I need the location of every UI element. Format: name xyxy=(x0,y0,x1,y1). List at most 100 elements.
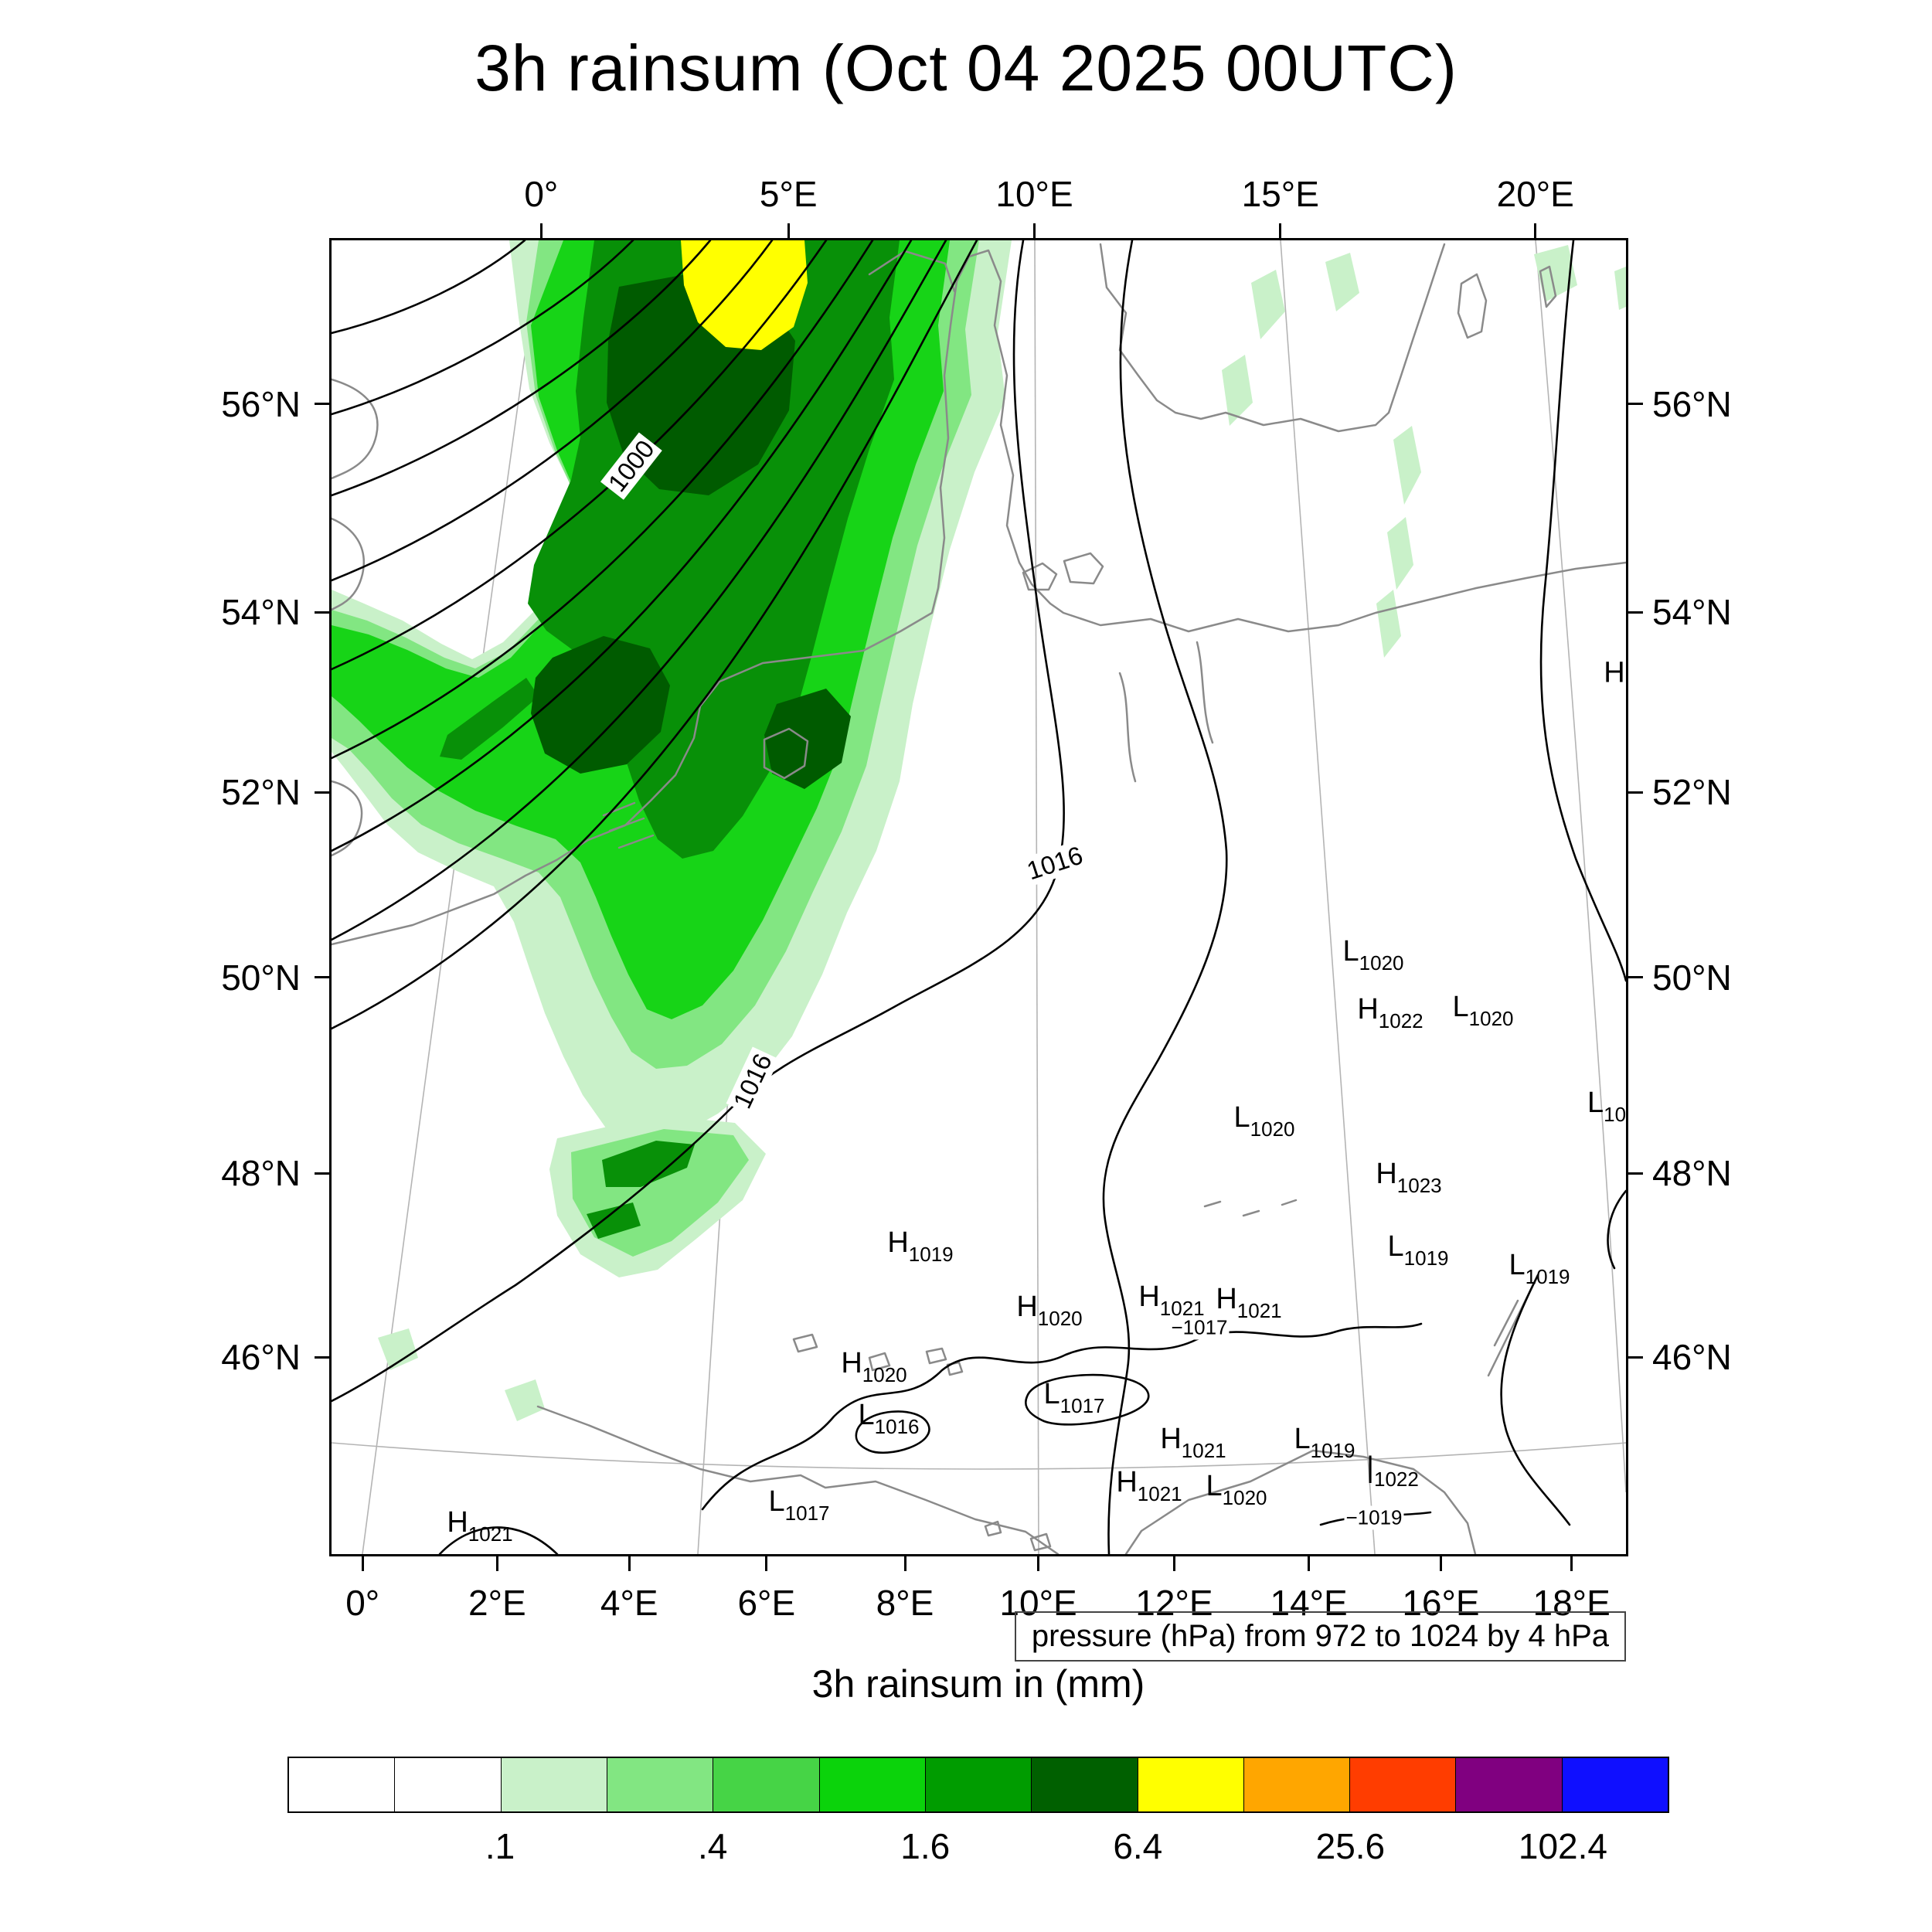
axis-label-bottom: 6°E xyxy=(737,1583,796,1623)
axis-tick-top xyxy=(1534,223,1537,240)
axis-label-left: 56°N xyxy=(221,383,301,424)
axis-tick-left xyxy=(315,976,332,979)
axis-label-right: 52°N xyxy=(1652,772,1732,812)
axis-tick-top xyxy=(787,223,790,240)
pressure-center-value: 1020 xyxy=(1468,1007,1514,1030)
pressure-center-value: 1020 xyxy=(1222,1486,1267,1509)
axis-tick-left xyxy=(315,1355,332,1359)
weather-map-svg xyxy=(332,240,1626,1554)
axis-tick-bottom xyxy=(628,1554,631,1571)
colorbar-cell xyxy=(1243,1758,1350,1811)
pressure-center-value: 1017 xyxy=(784,1502,830,1525)
colorbar-cell xyxy=(1031,1758,1138,1811)
axis-label-top: 0° xyxy=(524,174,559,214)
axis-tick-bottom xyxy=(1172,1554,1175,1571)
isobar-label: −1019 xyxy=(1344,1505,1404,1530)
rain-shading-layer xyxy=(332,240,1626,1421)
pressure-center-letter: H xyxy=(841,1347,862,1379)
axis-tick-bottom xyxy=(361,1554,364,1571)
colorbar-cell xyxy=(818,1758,925,1811)
colorbar-cell xyxy=(1137,1758,1243,1811)
pressure-center-value: 1022 xyxy=(1374,1468,1419,1491)
pressure-center-label: H1022 xyxy=(1357,993,1423,1033)
axis-label-bottom: 18°E xyxy=(1532,1583,1611,1623)
axis-label-bottom: 2°E xyxy=(468,1583,526,1623)
axis-label-bottom: 16°E xyxy=(1402,1583,1480,1623)
pressure-center-label: H1020 xyxy=(1016,1291,1082,1331)
pressure-center-label: H1021 xyxy=(447,1506,512,1546)
axis-tick-top xyxy=(1033,223,1036,240)
axis-label-right: 50°N xyxy=(1652,957,1732,998)
isobar-label: 1016 xyxy=(726,1046,780,1116)
pressure-center-label: H1021 xyxy=(1116,1466,1182,1506)
pressure-center-label: L1019 xyxy=(1388,1230,1449,1270)
pressure-center-value: 1021 xyxy=(1236,1299,1282,1322)
pressure-center-label: H xyxy=(1604,657,1624,690)
pressure-center-value: 1020 xyxy=(1037,1307,1083,1330)
pressure-center-value: 1023 xyxy=(1396,1174,1442,1197)
axis-label-top: 5°E xyxy=(759,174,818,214)
axis-tick-right xyxy=(1626,976,1643,979)
colorbar-cell xyxy=(289,1758,395,1811)
axis-label-top: 10°E xyxy=(995,174,1073,214)
axis-tick-bottom xyxy=(1570,1554,1573,1571)
pressure-center-label: H1021 xyxy=(1138,1281,1204,1321)
pressure-center-label: |1022 xyxy=(1366,1451,1419,1492)
axis-label-left: 52°N xyxy=(221,772,301,812)
pressure-center-letter: H xyxy=(447,1506,468,1539)
axis-label-right: 48°N xyxy=(1652,1153,1732,1193)
axis-label-right: 46°N xyxy=(1652,1337,1732,1377)
pressure-center-letter: H xyxy=(887,1226,909,1259)
pressure-center-letter: L xyxy=(1452,991,1469,1023)
pressure-center-letter: L xyxy=(1233,1101,1250,1134)
pressure-center-value: 1019 xyxy=(1525,1265,1570,1288)
axis-tick-left xyxy=(315,1172,332,1175)
axis-label-left: 46°N xyxy=(221,1337,301,1377)
axis-tick-right xyxy=(1626,791,1643,794)
legend-title: 3h rainsum in (mm) xyxy=(811,1662,1145,1706)
map-canvas: H L1020 H1022 L1020 L1020 H1023 L10 H1019 H1020 H… xyxy=(329,238,1628,1556)
pressure-center-letter: L xyxy=(1206,1470,1223,1502)
axis-label-top: 15°E xyxy=(1241,174,1319,214)
page-title: 3h rainsum (Oct 04 2025 00UTC) xyxy=(474,32,1458,104)
axis-tick-right xyxy=(1626,1172,1643,1175)
pressure-center-value: 10 xyxy=(1604,1103,1627,1126)
colorbar-cell xyxy=(924,1758,1032,1811)
pressure-center-letter: H xyxy=(1138,1281,1160,1313)
axis-tick-left xyxy=(315,611,332,614)
colorbar-tick-label: .1 xyxy=(485,1826,515,1866)
pressure-center-letter: L xyxy=(1294,1423,1311,1455)
colorbar-cell xyxy=(606,1758,713,1811)
pressure-center-label: L1019 xyxy=(1294,1423,1355,1463)
isobar-label: 1016 xyxy=(1020,839,1090,887)
colorbar xyxy=(287,1757,1669,1813)
pressure-center-label: L1020 xyxy=(1234,1101,1295,1141)
axis-tick-bottom xyxy=(765,1554,768,1571)
pressure-center-letter: L xyxy=(1387,1230,1404,1263)
pressure-center-label: H1021 xyxy=(1160,1423,1226,1463)
pressure-center-letter: L xyxy=(1587,1087,1604,1119)
axis-label-bottom: 0° xyxy=(345,1583,380,1623)
axis-tick-bottom xyxy=(1439,1554,1442,1571)
pressure-center-value: 1021 xyxy=(468,1522,513,1546)
colorbar-cell xyxy=(1349,1758,1456,1811)
pressure-center-label: L10 xyxy=(1587,1087,1626,1127)
pressure-caption: pressure (hPa) from 972 to 1024 by 4 hPa xyxy=(1014,1611,1626,1662)
axis-label-left: 54°N xyxy=(221,592,301,633)
colorbar-cell xyxy=(1561,1758,1668,1811)
axis-tick-bottom xyxy=(495,1554,498,1571)
pressure-center-label: L1016 xyxy=(859,1399,920,1439)
pressure-center-label: H1023 xyxy=(1376,1158,1441,1198)
colorbar-cell xyxy=(1455,1758,1562,1811)
axis-tick-bottom xyxy=(903,1554,906,1571)
pressure-center-letter: H xyxy=(1216,1283,1237,1315)
pressure-center-label: H1020 xyxy=(841,1347,906,1387)
axis-label-bottom: 8°E xyxy=(876,1583,934,1623)
colorbar-tick-label: 1.6 xyxy=(900,1826,951,1866)
axis-tick-left xyxy=(315,791,332,794)
pressure-center-letter: L xyxy=(1043,1378,1060,1410)
axis-label-left: 48°N xyxy=(221,1153,301,1193)
pressure-center-value: 1020 xyxy=(862,1363,907,1386)
colorbar-tick-label: 6.4 xyxy=(1113,1826,1163,1866)
